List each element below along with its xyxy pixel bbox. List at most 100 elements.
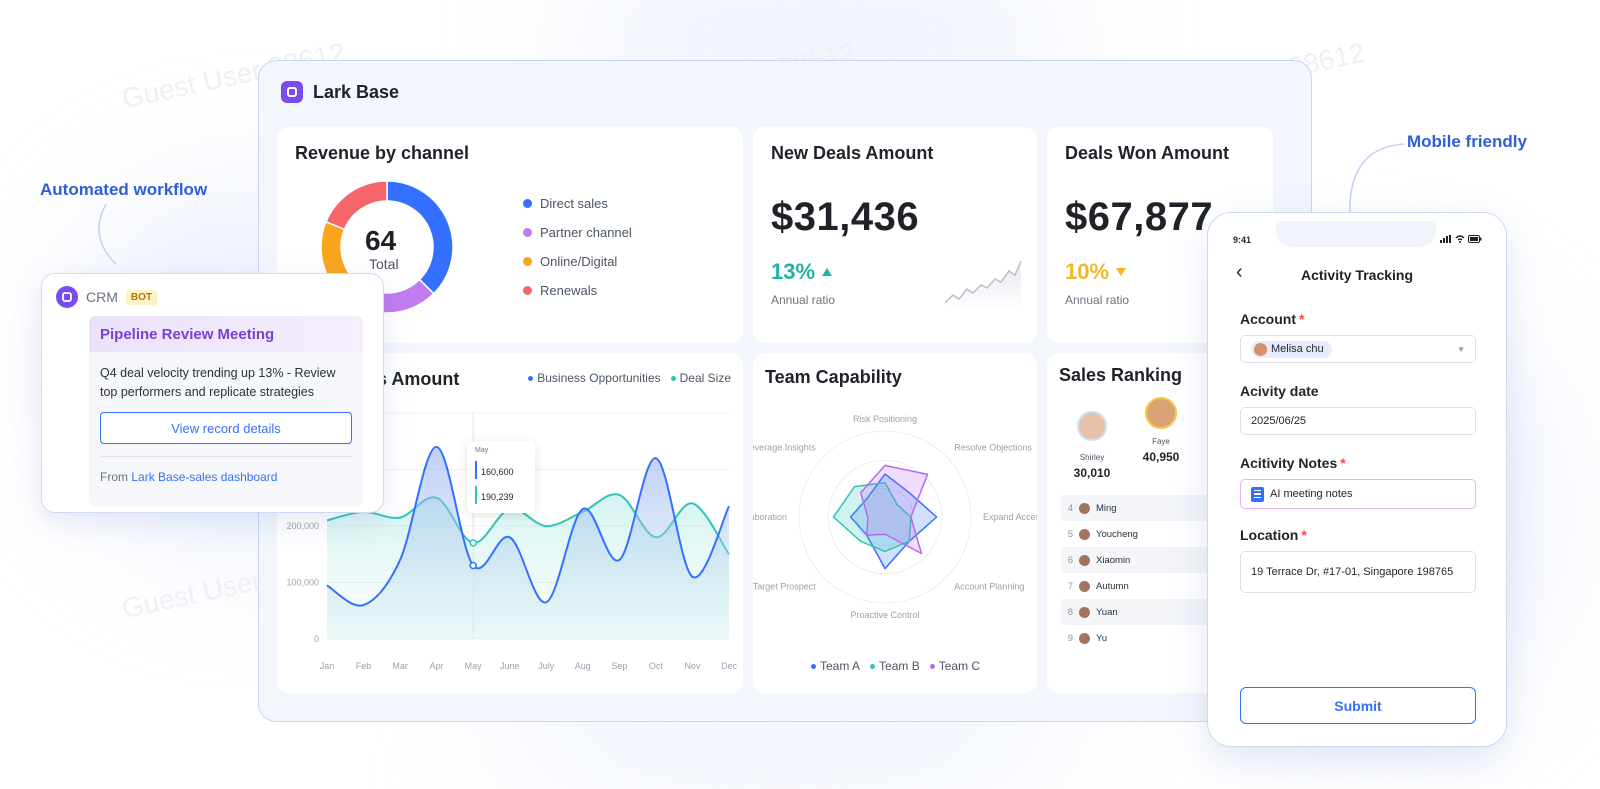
x-tick-label: Feb xyxy=(356,661,372,671)
dashboard-link[interactable]: Lark Base-sales dashboard xyxy=(131,470,278,484)
status-icons xyxy=(1440,235,1482,243)
legend-item: Business Opportunities xyxy=(528,371,661,385)
radar-axis-label: Expand Access xyxy=(983,512,1037,522)
annotation-connector xyxy=(98,203,117,265)
ranking-row: 9 Yu xyxy=(1067,632,1108,644)
date-label: Acivity date xyxy=(1240,383,1319,399)
x-tick-label: Aug xyxy=(575,661,591,671)
hover-point xyxy=(469,539,477,547)
card-title: Team Capability xyxy=(765,367,902,387)
submit-button[interactable]: Submit xyxy=(1240,687,1476,724)
radar-series xyxy=(859,464,929,555)
ratio-label: Annual ratio xyxy=(771,293,836,307)
location-label: Location * xyxy=(1240,527,1307,543)
ranking-row: 8 Yuan xyxy=(1061,599,1211,625)
deals-won-ratio: 10% xyxy=(1065,259,1127,285)
ranking-row: 5 Youcheng xyxy=(1067,528,1138,540)
radar-axis-label: Proactive Control xyxy=(850,610,919,620)
account-label: Account * xyxy=(1240,311,1305,327)
x-tick-label: Nov xyxy=(684,661,701,671)
avatar xyxy=(1079,580,1090,592)
avatar xyxy=(1079,606,1090,618)
tooltip-value: 160,600 xyxy=(481,467,514,477)
wifi-icon xyxy=(1455,235,1465,243)
phone-notch xyxy=(1276,221,1436,247)
legend-item: Partner channel xyxy=(523,218,632,247)
legend-item: Direct sales xyxy=(523,189,632,218)
location-field[interactable]: 19 Terrace Dr, #17-01, Singapore 198765 xyxy=(1240,551,1476,593)
avatar xyxy=(1079,554,1090,566)
card-title: Sales Ranking xyxy=(1059,365,1183,385)
legend-item: Deal Size xyxy=(670,371,731,385)
x-tick-label: July xyxy=(538,661,555,671)
triangle-up-icon xyxy=(822,268,833,276)
new-deals-card: New Deals Amount $31,436 13% Annual rati… xyxy=(753,127,1037,343)
radar-axis-label: Account Planning xyxy=(954,581,1024,591)
notes-field[interactable]: AI meeting notes xyxy=(1240,479,1476,509)
tooltip-value: 190,239 xyxy=(481,492,514,502)
x-tick-label: Apr xyxy=(430,661,444,671)
avatar xyxy=(1079,632,1090,644)
ranking-row: 4 Ming xyxy=(1061,495,1211,521)
legend-item: Team B xyxy=(870,659,920,673)
date-field[interactable]: 2025/06/25 xyxy=(1240,407,1476,435)
radar-axis-label: Leverage Insights xyxy=(753,443,816,453)
avatar xyxy=(1254,342,1267,356)
podium-name: Shirley xyxy=(1079,453,1105,462)
x-tick-label: Sep xyxy=(611,661,627,671)
x-tick-label: June xyxy=(500,661,520,671)
legend-item: Team A xyxy=(811,659,860,673)
notes-label: Acitivity Notes * xyxy=(1240,455,1346,471)
crm-message-card: Pipeline Review Meeting Q4 deal velocity… xyxy=(89,316,363,506)
phone-title: Activity Tracking xyxy=(1300,267,1414,283)
radar-axis-label: Resolve Objections xyxy=(954,443,1032,453)
podium-name: Faye xyxy=(1152,437,1170,446)
y-tick-label: 100,000 xyxy=(286,578,319,588)
radar-ring xyxy=(827,459,943,575)
y-tick-label: 0 xyxy=(314,634,319,644)
legend-item: Online/Digital xyxy=(523,247,632,276)
annotation-mobile-friendly: Mobile friendly xyxy=(1407,132,1527,151)
podium-avatar xyxy=(1145,397,1177,429)
ratio-label: Annual ratio xyxy=(1065,293,1130,307)
crm-bot-card: CRM BOT Pipeline Review Meeting Q4 deal … xyxy=(41,273,384,513)
back-chevron-icon[interactable]: ‹ xyxy=(1236,261,1243,283)
amount-legend: Business Opportunities Deal Size xyxy=(528,371,731,385)
new-deals-ratio: 13% xyxy=(771,259,833,285)
radar-chart: Risk Positioning Resolve Objections Expand… xyxy=(753,414,1037,620)
donut-center-value: 64 xyxy=(365,225,397,256)
avatar xyxy=(1079,502,1090,514)
ranking-row: 7 Autumn xyxy=(1067,580,1129,592)
account-select[interactable]: Melisa chu ▼ xyxy=(1240,335,1476,363)
legend-item: Team C xyxy=(929,659,980,673)
radar-axis-label: Collaboration xyxy=(753,512,787,522)
divider xyxy=(100,456,352,457)
series-line xyxy=(326,445,730,607)
app-title: Lark Base xyxy=(313,81,400,102)
view-record-button[interactable]: View record details xyxy=(100,412,352,444)
triangle-down-icon xyxy=(1116,268,1127,276)
tooltip-month: May xyxy=(475,447,489,454)
donut-center-label: Total xyxy=(369,256,399,272)
x-tick-label: Oct xyxy=(649,661,664,671)
x-tick-label: Mar xyxy=(392,661,408,671)
radar-axis-label: Risk Positioning xyxy=(853,414,917,424)
lark-base-logo-icon xyxy=(281,81,303,103)
series-area xyxy=(327,446,729,639)
podium-avatar xyxy=(1077,411,1107,441)
dashboard-frame: Lark Base Revenue by channel 64 Total Di… xyxy=(258,60,1312,722)
chart-tooltip: May 160,600 190,239 xyxy=(467,441,535,513)
amount-area-chart: 0 100,000 200,000 Jan Feb Mar Apr May June July Au… xyxy=(286,412,737,671)
x-tick-label: Jan xyxy=(320,661,335,671)
card-title: Deals Won Amount xyxy=(1065,143,1230,163)
card-title: s Amount xyxy=(377,369,460,389)
annotation-connector xyxy=(1349,143,1405,215)
crm-message: Q4 deal velocity trending up 13% - Revie… xyxy=(100,366,336,399)
sparkline xyxy=(944,260,1022,310)
radar-ring xyxy=(798,430,972,604)
x-tick-label: May xyxy=(465,661,483,671)
chevron-down-icon: ▼ xyxy=(1457,344,1465,354)
hover-point xyxy=(469,561,477,570)
meeting-title: Pipeline Review Meeting xyxy=(89,316,363,352)
revenue-legend: Direct sales Partner channel Online/Digi… xyxy=(523,189,632,305)
